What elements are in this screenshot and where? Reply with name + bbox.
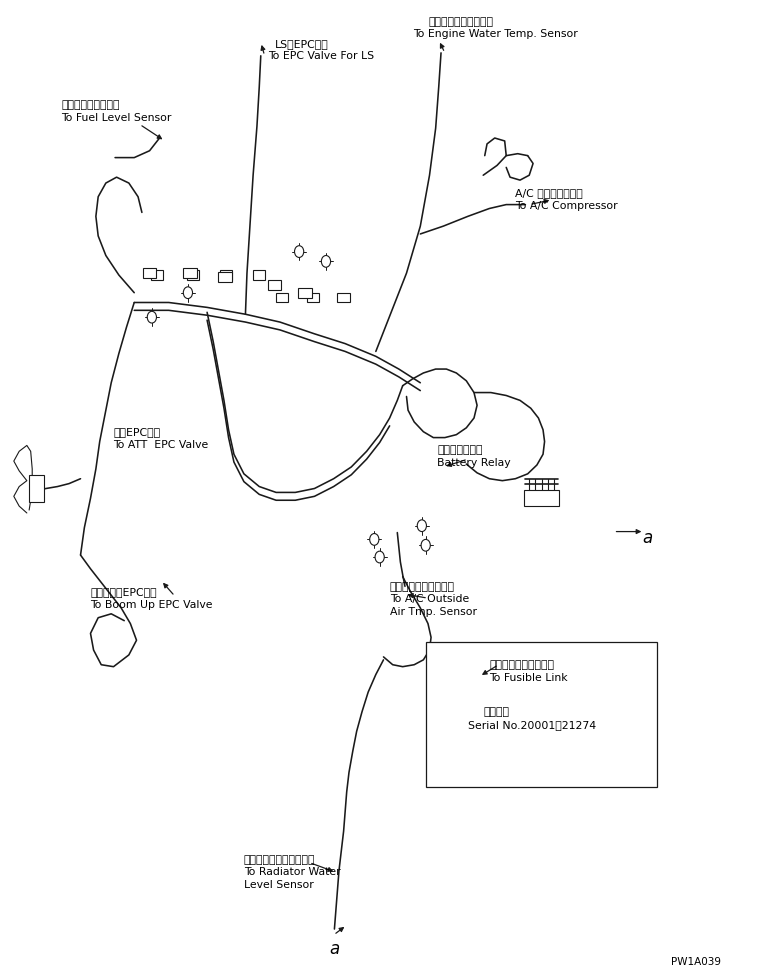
Bar (143, 269, 156, 279)
Bar (276, 293, 288, 303)
Text: エンジン水温センサへ: エンジン水温センサへ (428, 17, 493, 26)
Bar (298, 289, 312, 298)
Text: Serial No.20001～21274: Serial No.20001～21274 (468, 719, 596, 729)
Text: ブーム上げEPC弁へ: ブーム上げEPC弁へ (91, 587, 157, 597)
Circle shape (183, 288, 193, 299)
Circle shape (147, 312, 156, 324)
Text: To A/C Outside: To A/C Outside (390, 594, 469, 603)
Text: Battery Relay: Battery Relay (437, 458, 511, 467)
Bar (218, 273, 232, 283)
Bar (525, 491, 558, 507)
Text: To Engine Water Temp. Sensor: To Engine Water Temp. Sensor (413, 29, 578, 39)
Text: 適用号機: 適用号機 (483, 706, 509, 716)
Text: Air Tmp. Sensor: Air Tmp. Sensor (390, 606, 476, 616)
Circle shape (295, 246, 304, 258)
Circle shape (375, 552, 384, 563)
Text: a: a (643, 528, 653, 546)
Bar (426, 643, 657, 787)
Text: エアコン外気センサへ: エアコン外気センサへ (390, 581, 455, 591)
Circle shape (421, 540, 430, 552)
Text: To EPC Valve For LS: To EPC Valve For LS (268, 51, 374, 61)
Bar (307, 293, 319, 303)
Text: バッテリリレー: バッテリリレー (437, 445, 482, 455)
Text: To Radiator Water: To Radiator Water (244, 867, 341, 876)
Text: 増設EPC弁へ: 増設EPC弁へ (114, 426, 160, 436)
Bar (337, 293, 350, 303)
Bar (183, 269, 197, 279)
Circle shape (321, 256, 331, 268)
Text: LS用EPC弁へ: LS用EPC弁へ (275, 39, 328, 49)
Text: PW1A039: PW1A039 (671, 956, 721, 966)
Text: To Fusible Link: To Fusible Link (489, 672, 568, 682)
Text: To ATT  EPC Valve: To ATT EPC Valve (114, 439, 209, 449)
Circle shape (370, 534, 379, 546)
Text: A/C コンプレッサへ: A/C コンプレッサへ (515, 188, 583, 198)
Bar (220, 271, 232, 281)
Bar (253, 271, 265, 281)
Text: a: a (330, 939, 340, 956)
Text: 燃料レベルセンサへ: 燃料レベルセンサへ (61, 100, 120, 110)
Text: To Fuel Level Sensor: To Fuel Level Sensor (61, 112, 172, 122)
Text: To A/C Compressor: To A/C Compressor (515, 200, 618, 210)
Text: ヒュージブルリンクへ: ヒュージブルリンクへ (489, 659, 555, 669)
Bar (187, 271, 199, 281)
Circle shape (417, 520, 426, 532)
Bar (29, 475, 44, 503)
Bar (268, 281, 281, 290)
Text: To Boom Up EPC Valve: To Boom Up EPC Valve (91, 600, 213, 609)
Text: Level Sensor: Level Sensor (244, 879, 314, 889)
Bar (151, 271, 163, 281)
Text: ラジエータ水位センサへ: ラジエータ水位センサへ (244, 854, 315, 864)
